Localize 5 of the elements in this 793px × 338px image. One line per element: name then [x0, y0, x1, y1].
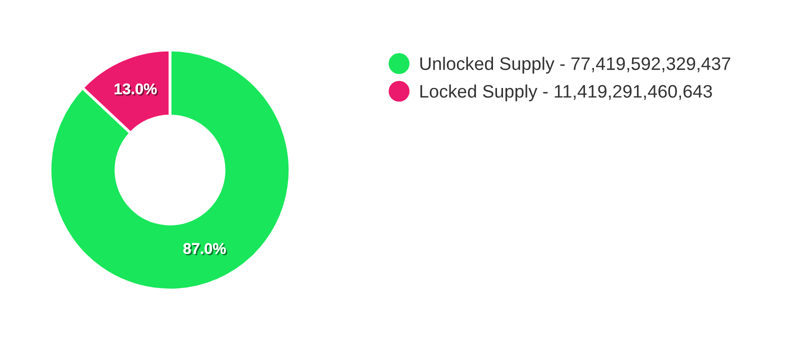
data-label: 13.0% [114, 83, 158, 96]
data-label: 87.0% [183, 243, 228, 256]
legend-label: Unlocked Supply - 77,419,592,329,437 [420, 56, 730, 74]
legend-label: Locked Supply - 11,419,291,460,643 [420, 84, 712, 102]
donut-slice [48, 48, 292, 292]
